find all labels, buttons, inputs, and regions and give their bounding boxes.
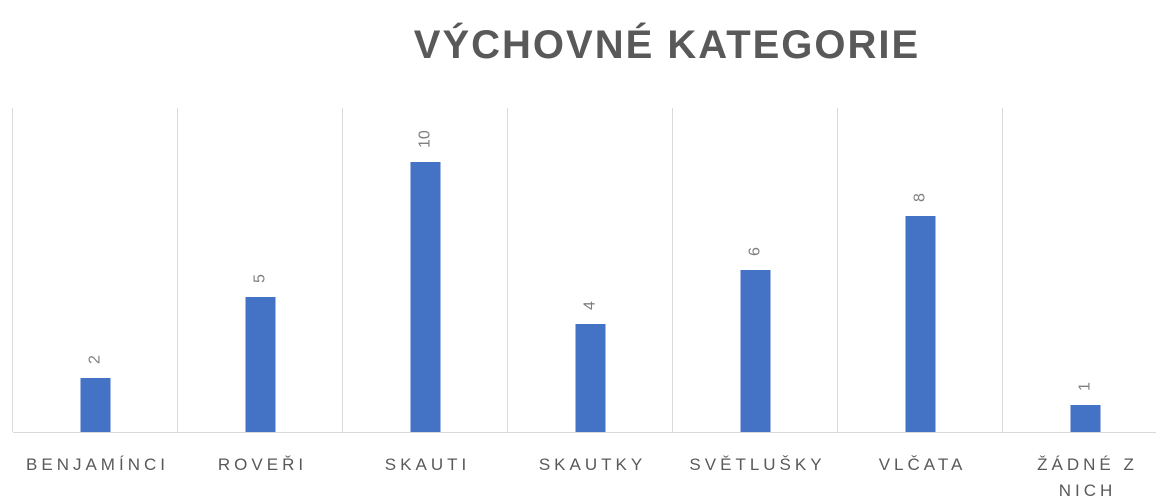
- x-tick-label: VLČATA: [878, 455, 967, 474]
- data-label: 4: [582, 301, 599, 310]
- bar: [410, 162, 441, 432]
- data-label: 6: [747, 247, 764, 256]
- data-label: 1: [1077, 382, 1094, 391]
- chart-title: VÝCHOVNÉ KATEGORIE: [414, 21, 920, 67]
- bar: [905, 216, 936, 432]
- bar: [740, 270, 771, 432]
- data-label: 2: [87, 355, 104, 364]
- data-label: 8: [912, 193, 929, 202]
- bar: [80, 378, 111, 432]
- bar: [1070, 405, 1101, 432]
- x-tick-label: SKAUTKY: [538, 455, 647, 474]
- x-tick-label: SVĚTLUŠKY: [689, 455, 826, 474]
- bar: [575, 324, 606, 432]
- x-tick-label: ROVEŘI: [217, 455, 308, 474]
- x-tick-label: BENJAMÍNCI: [26, 455, 169, 474]
- data-label: 5: [252, 274, 269, 283]
- x-tick-label: SKAUTI: [384, 455, 471, 474]
- data-label: 10: [417, 130, 434, 148]
- x-tick-label: ŽÁDNÉ Z NICH: [1037, 455, 1138, 500]
- bar: [245, 297, 276, 432]
